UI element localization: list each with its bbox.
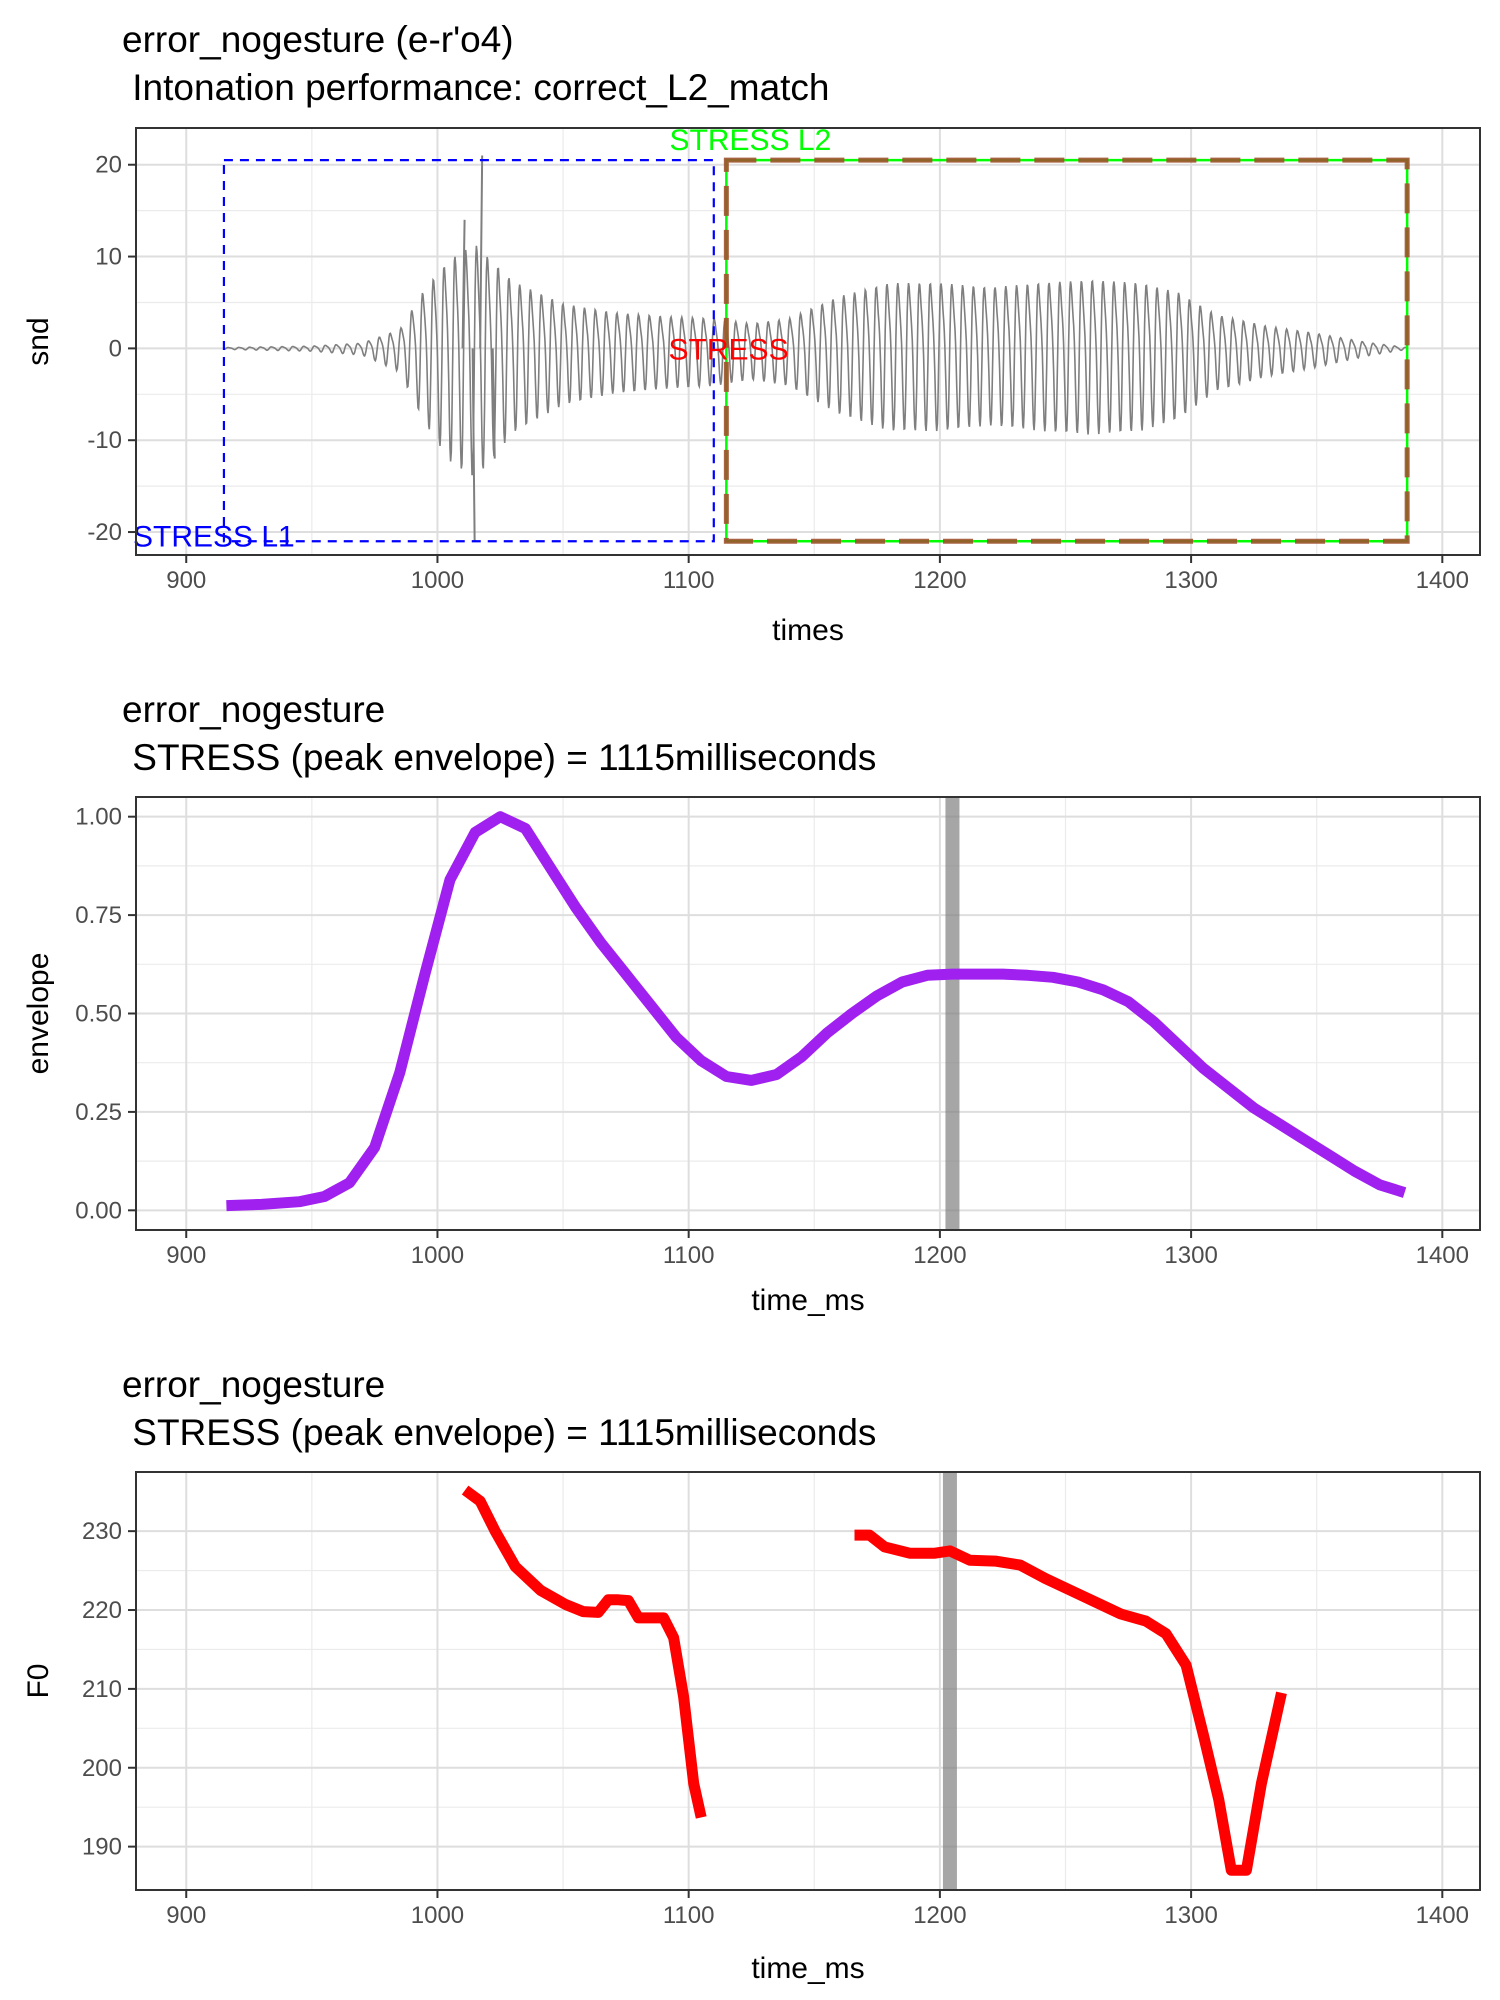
chart-title: error_nogesture [122,689,385,730]
y-tick-label: 1.00 [75,804,122,831]
f0-line-segment [461,1485,707,1819]
y-tick-label: 200 [82,1755,122,1782]
plot-area [226,797,1407,1230]
waveform-peak [461,219,466,349]
x-tick-label: 900 [166,1242,206,1269]
envelope-panel: error_nogesture STRESS (peak envelope) =… [22,689,1481,1317]
x-tick-label: 1300 [1164,1902,1217,1929]
envelope-line [226,811,1407,1212]
stress-l1-box [222,159,715,543]
y-axis-label: F0 [22,1663,55,1698]
waveform-line [223,245,1408,476]
y-tick-label: -20 [87,519,122,546]
y-tick-label: 0 [109,335,122,362]
x-axis-label: time_ms [751,1952,864,1985]
x-tick-label: 1000 [411,567,464,594]
y-tick-label: 10 [95,244,122,271]
f0-line-segment [854,1529,1287,1876]
plot-area [461,1472,1287,1890]
x-axis-label: time_ms [751,1284,864,1317]
waveform-peak [491,348,496,459]
x-tick-label: 1400 [1416,567,1469,594]
gridlines [136,797,1480,1230]
y-tick-label: 0.50 [75,1001,122,1028]
chart-subtitle: STRESS (peak envelope) = 1115millisecond… [122,1412,876,1453]
x-tick-label: 900 [166,1902,206,1929]
stress-l1-label: STRESS L1 [133,521,295,554]
gridlines [136,1472,1480,1890]
y-tick-label: 230 [82,1518,122,1545]
chart-title: error_nogesture [122,1364,385,1405]
x-tick-label: 1100 [663,1902,715,1929]
x-tick-label: 1300 [1164,567,1217,594]
x-tick-label: 1400 [1416,1242,1469,1269]
y-tick-label: 220 [82,1597,122,1624]
x-tick-label: 1100 [663,567,715,594]
y-tick-label: 210 [82,1676,122,1703]
plot-area [223,155,1408,542]
stress-label: STRESS [669,333,789,366]
y-tick-label: 0.75 [75,902,122,929]
y-tick-label: 190 [82,1834,122,1861]
gridlines [136,128,1480,555]
f0-panel: error_nogesture STRESS (peak envelope) =… [22,1364,1481,1985]
x-tick-label: 1100 [663,1242,715,1269]
x-tick-label: 1200 [913,1242,966,1269]
panel-border [135,127,1481,556]
stress-box [723,157,1410,544]
waveform-panel: error_nogesture (e-r'o4) Intonation perf… [22,19,1481,647]
x-tick-label: 900 [166,567,206,594]
y-tick-label: -10 [87,427,122,454]
stress-l2-box [725,158,1409,543]
x-tick-label: 1000 [411,1242,464,1269]
stress-l2-label: STRESS L2 [670,124,832,157]
x-axis-label: times [772,614,844,647]
chart-subtitle: Intonation performance: correct_L2_match [122,67,830,108]
y-axis-label: envelope [22,953,55,1075]
x-tick-label: 1400 [1416,1902,1469,1929]
y-axis-label: snd [22,317,55,365]
waveform-peak [471,348,476,542]
x-tick-label: 1200 [913,1902,966,1929]
chart-title: error_nogesture (e-r'o4) [122,19,514,60]
y-tick-label: 20 [95,152,122,179]
chart-subtitle: STRESS (peak envelope) = 1115millisecond… [122,737,876,778]
panel-border [135,1471,1481,1891]
x-tick-label: 1300 [1164,1242,1217,1269]
waveform-peak [479,155,484,349]
x-tick-label: 1000 [411,1902,464,1929]
y-tick-label: 0.25 [75,1099,122,1126]
x-tick-label: 1200 [913,567,966,594]
y-tick-label: 0.00 [75,1197,122,1224]
